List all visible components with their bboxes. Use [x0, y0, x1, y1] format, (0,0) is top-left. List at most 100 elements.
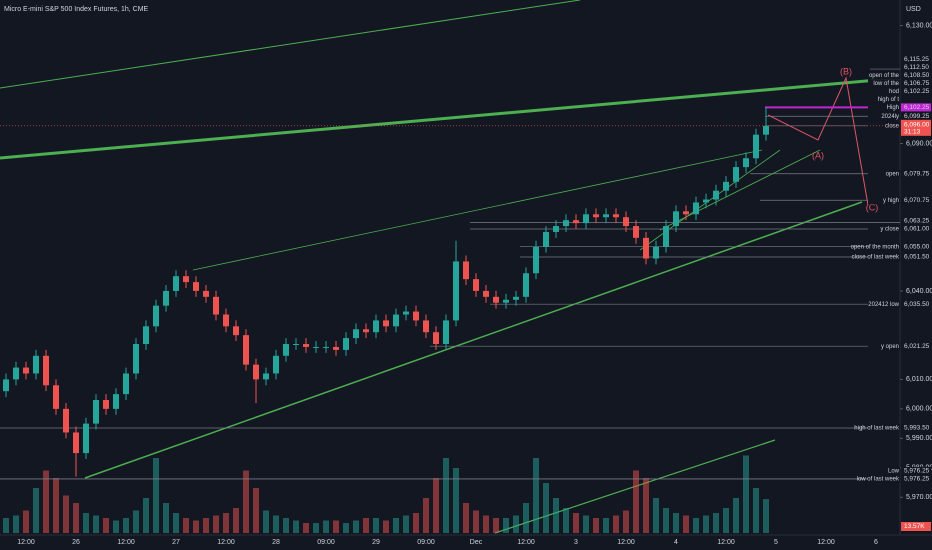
x-tick-label: 12:00: [717, 539, 735, 546]
volume-bar: [623, 510, 629, 533]
x-tick-label: 12:00: [217, 539, 235, 546]
price-tag-label: 6,102.25: [904, 104, 930, 111]
level-name: high of last week: [854, 426, 900, 432]
candle-body: [563, 220, 569, 227]
level-name-bg: [868, 87, 900, 96]
volume-bar: [493, 518, 499, 533]
candle-body: [133, 344, 139, 374]
candle-body: [363, 329, 369, 333]
candle-body: [123, 373, 129, 395]
level-name: High: [887, 105, 899, 111]
x-tick-label: 12:00: [117, 539, 135, 546]
candle-body: [343, 338, 349, 350]
candle-body: [683, 211, 689, 215]
price-tag: [901, 87, 931, 96]
candle-body: [393, 314, 399, 327]
x-tick-label: 12:00: [17, 539, 35, 546]
price-tag-label: 6,099.25: [904, 113, 930, 120]
candle-body: [353, 329, 359, 339]
price-tag-label: 5,976.25: [904, 476, 930, 483]
volume-bar: [733, 498, 739, 533]
price-tag-label: 6,079.75: [904, 170, 930, 177]
price-tag-label: 6,070.75: [904, 197, 930, 204]
chart-title: Micro E-mini S&P 500 Index Futures, 1h, …: [4, 6, 149, 13]
level-name-bg: [868, 79, 900, 88]
volume-bar: [113, 520, 119, 533]
y-tick-label: 6,090.00: [906, 140, 932, 147]
volume-bar: [763, 499, 769, 533]
volume-bar: [653, 498, 659, 533]
wave-label: (B): [840, 66, 852, 76]
candle-body: [463, 261, 469, 280]
volume-bar: [513, 515, 519, 533]
candle-body: [383, 320, 389, 327]
volume-bar: [433, 478, 439, 533]
wave-path: [767, 76, 869, 206]
x-tick-label: 6: [874, 539, 878, 546]
volume-bar: [143, 498, 149, 533]
volume-bar: [423, 498, 429, 533]
volume-bar: [23, 510, 29, 533]
level-name: low of the: [873, 81, 899, 87]
volume-bar: [173, 513, 179, 533]
volume-bar: [703, 515, 709, 533]
price-tag-label: 6,106.75: [904, 80, 930, 87]
candle-body: [213, 296, 219, 315]
candle-body: [603, 214, 609, 218]
level-name: high of t: [878, 97, 900, 103]
candle-body: [113, 394, 119, 409]
last-price-tag: [901, 119, 931, 136]
volume-bar: [583, 515, 589, 533]
volume-bar: [133, 510, 139, 533]
candle-body: [423, 320, 429, 333]
candle-body: [173, 276, 179, 291]
candle-body: [553, 226, 559, 232]
volume-bar: [13, 515, 19, 533]
volume-tag: [901, 522, 931, 531]
candle-body: [323, 346, 329, 348]
candle-body: [373, 320, 379, 333]
candle-body: [443, 320, 449, 344]
volume-bar: [593, 518, 599, 533]
price-tag: [901, 253, 931, 262]
candle-body: [263, 373, 269, 380]
volume-bar: [193, 520, 199, 533]
level-name: 202412 low: [868, 302, 899, 308]
wave-label: (A): [812, 150, 824, 160]
trendline: [0, 76, 901, 160]
level-name: close: [885, 123, 900, 129]
trendline: [192, 149, 763, 271]
price-tag-label: 6,102.25: [904, 88, 930, 95]
volume-bar: [463, 503, 469, 533]
x-tick-label: 26: [72, 539, 80, 546]
price-tag-label: 6,055.00: [904, 243, 930, 250]
level-name: Low: [888, 468, 900, 474]
volume-bar: [353, 520, 359, 533]
candle-body: [313, 346, 319, 348]
x-tick-label: 09:00: [317, 539, 335, 546]
volume-bar: [263, 510, 269, 533]
candle-body: [23, 367, 29, 374]
price-tag: [901, 196, 931, 205]
level-name: low of last week: [857, 476, 900, 482]
candle-body: [753, 134, 759, 159]
volume-bar: [523, 503, 529, 533]
volume-bar: [533, 458, 539, 533]
price-tag-label: 6,051.50: [904, 254, 930, 261]
candle-body: [433, 332, 439, 344]
y-tick-label: 6,000.00: [906, 406, 932, 413]
volume-bar: [373, 518, 379, 533]
volume-bar: [683, 515, 689, 533]
volume-bar: [443, 458, 449, 533]
volume-bar: [413, 513, 419, 533]
volume-bar: [313, 523, 319, 533]
candle-body: [13, 367, 19, 380]
price-tag: [901, 217, 931, 226]
candle-body: [523, 273, 529, 297]
volume-bar: [283, 518, 289, 533]
volume-bar: [3, 518, 9, 533]
candle-body: [653, 246, 659, 259]
price-tag-label: 6,063.25: [904, 218, 930, 225]
volume-bar: [663, 508, 669, 533]
price-tag: [901, 71, 931, 80]
